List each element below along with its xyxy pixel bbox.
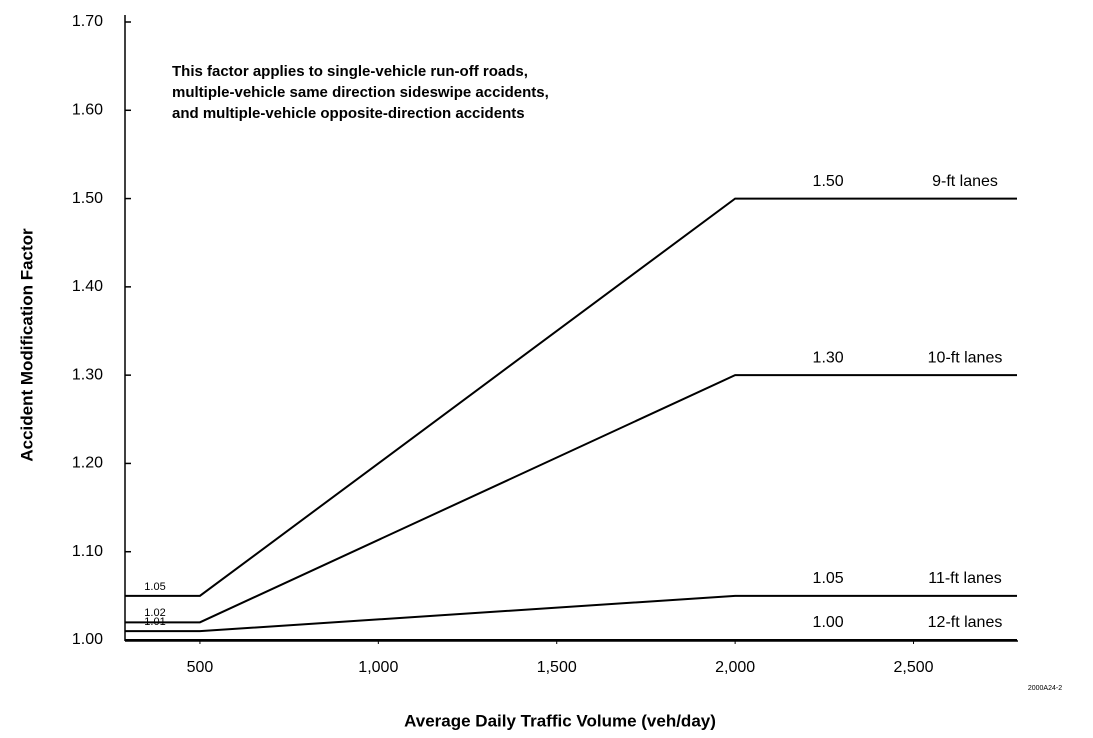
- y-tick-label: 1.20: [72, 455, 103, 472]
- value-label: 1.01: [144, 616, 165, 628]
- annotation: and multiple-vehicle opposite-direction …: [172, 105, 525, 122]
- y-axis-label: Accident Modification Factor: [17, 228, 36, 462]
- series-name: 9-ft lanes: [932, 173, 998, 190]
- x-tick-label: 2,000: [715, 659, 755, 676]
- value-label: 1.30: [813, 349, 844, 366]
- x-axis-label: Average Daily Traffic Volume (veh/day): [404, 711, 716, 730]
- x-tick-label: 1,000: [358, 659, 398, 676]
- value-label: 1.00: [813, 614, 844, 631]
- y-tick-label: 1.50: [72, 190, 103, 207]
- y-tick-label: 1.30: [72, 366, 103, 383]
- series-line: [125, 197, 1017, 597]
- series-line: [125, 374, 1017, 624]
- y-tick-label: 1.00: [72, 631, 103, 648]
- y-tick-label: 1.40: [72, 278, 103, 295]
- y-tick-label: 1.60: [72, 102, 103, 119]
- series-name: 10-ft lanes: [928, 349, 1003, 366]
- series-name: 12-ft lanes: [928, 614, 1003, 631]
- annotation: multiple-vehicle same direction sideswip…: [172, 84, 549, 101]
- value-label: 1.50: [813, 173, 844, 190]
- annotation: This factor applies to single-vehicle ru…: [172, 63, 528, 80]
- x-tick-label: 2,500: [894, 659, 934, 676]
- x-tick-label: 500: [187, 659, 214, 676]
- series-name: 11-ft lanes: [928, 570, 1002, 587]
- value-label: 1.02: [144, 607, 165, 619]
- y-tick-label: 1.10: [72, 543, 103, 560]
- series-line: [125, 594, 1017, 633]
- value-label: 1.05: [813, 570, 844, 587]
- figure-note: 2000A24-2: [1028, 685, 1062, 692]
- y-tick-label: 1.70: [72, 13, 103, 30]
- x-tick-label: 1,500: [537, 659, 577, 676]
- value-label: 1.05: [144, 581, 165, 593]
